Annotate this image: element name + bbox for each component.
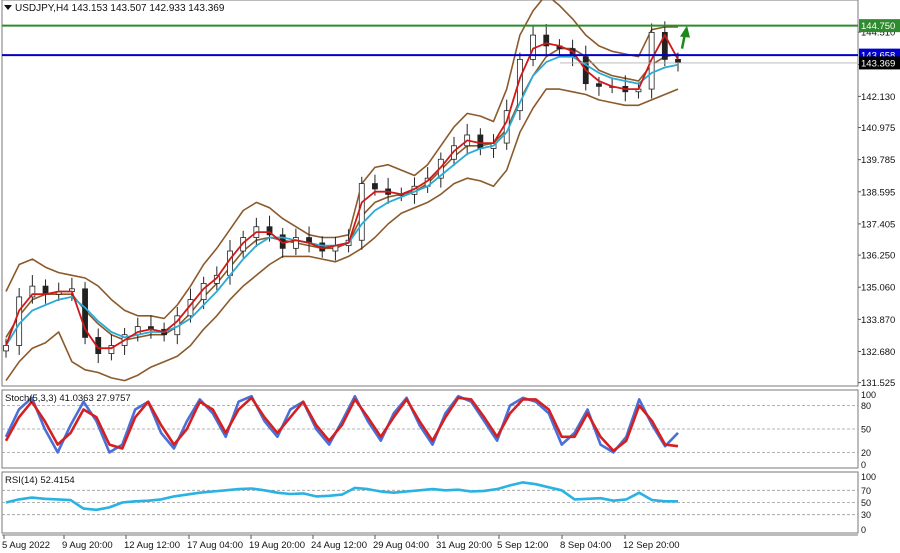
price-axis-label: 136.250: [861, 251, 895, 262]
stoch-axis-label: 50: [861, 425, 871, 435]
candle-body: [3, 345, 9, 352]
level-label-box: [859, 19, 900, 33]
time-axis-label: 29 Aug 04:00: [373, 540, 429, 551]
candle-body: [108, 345, 115, 355]
candle-body: [477, 134, 484, 149]
rsi-header: RSI(14) 52.4154: [5, 475, 75, 486]
candle-body: [266, 226, 273, 236]
price-axis-label: 132.680: [861, 347, 895, 358]
price-axis-label: 135.060: [861, 283, 895, 294]
time-axis: 5 Aug 2022 9 Aug 20:00 12 Aug 12:00 17 Aug …: [2, 534, 858, 551]
candle-body: [82, 288, 88, 338]
stoch-axis-label: 0: [861, 460, 866, 470]
rsi-panel: 100 70 50 30 0 RSI(14) 52.4154: [1, 471, 876, 535]
candle-body: [596, 83, 602, 87]
candle-body: [358, 183, 365, 241]
price-axis-label: 144.510: [861, 28, 895, 39]
time-axis-label: 5 Aug 2022: [2, 540, 50, 551]
price-axis-label: 139.785: [861, 155, 895, 166]
candle-body: [292, 237, 299, 249]
time-axis-label: 19 Aug 20:00: [249, 540, 305, 551]
stoch-axis-label: 80: [861, 401, 871, 411]
triangle-down-icon: [4, 5, 12, 10]
rsi-axis-label: 30: [861, 510, 871, 520]
time-axis-label: 5 Sep 12:00: [497, 540, 548, 551]
candle-body: [661, 31, 668, 60]
rsi-axis-label: 70: [861, 486, 871, 496]
bollinger-lower-line: [5, 88, 679, 382]
candle-body: [227, 250, 233, 276]
bollinger-upper-line: [5, 0, 678, 320]
stoch-axis-label: 20: [861, 448, 871, 458]
price-panel: 144.510143.310142.130140.975139.785138.5…: [1, 0, 900, 389]
time-axis-label: 12 Aug 12:00: [124, 540, 180, 551]
time-axis-label: 24 Aug 12:00: [311, 540, 367, 551]
candle-body: [675, 58, 681, 63]
candle-body: [372, 183, 378, 190]
ma-fast-line: [5, 34, 679, 350]
candle-body: [29, 285, 36, 298]
price-axis-label: 142.130: [861, 92, 895, 103]
stoch-signal-line: [4, 396, 679, 453]
rsi-axis-label: 100: [861, 472, 876, 482]
time-axis-label: 9 Aug 20:00: [62, 540, 113, 551]
time-axis-label: 12 Sep 20:00: [623, 540, 680, 551]
price-axis-label: 137.405: [861, 219, 895, 230]
price-plot-area: [1, 0, 859, 387]
price-axis-label: 133.870: [861, 315, 895, 326]
rsi-rsi-line: [5, 481, 678, 512]
rsi-axis-label: 0: [861, 525, 866, 535]
time-axis-label: 8 Sep 04:00: [560, 540, 611, 551]
current-price-label: 143.369: [861, 58, 895, 69]
rsi-axis-label: 50: [861, 498, 871, 508]
price-axis-label: 131.525: [861, 378, 895, 389]
stoch-header: Stoch(5,3,3) 41.0363 27.9757: [5, 393, 131, 404]
level-label: 144.750: [861, 21, 895, 32]
stoch-axis-label: 100: [861, 390, 876, 400]
price-axis-label: 140.975: [861, 123, 895, 134]
arrow-up-icon: [680, 25, 690, 38]
level-label: 143.658: [861, 51, 895, 62]
price-axis-label: 138.595: [861, 187, 895, 198]
current-price-box: [859, 56, 900, 70]
candle-body: [543, 34, 550, 47]
time-axis-label: 31 Aug 20:00: [436, 540, 492, 551]
chart-header: USDJPY,H4 143.153 143.507 142.933 143.36…: [15, 3, 225, 14]
time-axis-label: 17 Aug 04:00: [187, 540, 243, 551]
